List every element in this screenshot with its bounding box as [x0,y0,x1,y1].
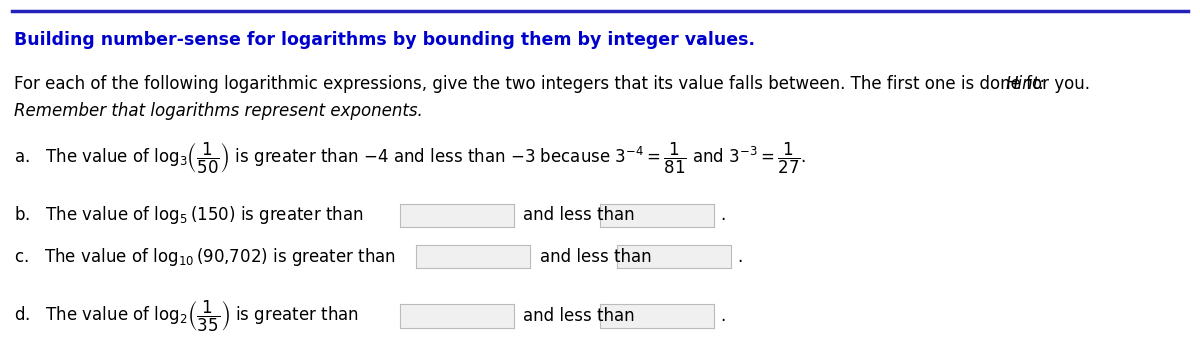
Text: c.   The value of $\log_{10}(90{,}702)$ is greater than: c. The value of $\log_{10}(90{,}702)$ is… [14,246,396,268]
Text: and less than: and less than [523,307,635,325]
Text: Hint:: Hint: [1006,75,1045,93]
Text: and less than: and less than [523,206,635,224]
Text: and less than: and less than [540,248,652,266]
Text: b.   The value of $\log_5(150)$ is greater than: b. The value of $\log_5(150)$ is greater… [14,204,364,227]
Text: a.   The value of $\log_3\!\left(\dfrac{1}{50}\right)$ is greater than $-4$ and : a. The value of $\log_3\!\left(\dfrac{1}… [14,140,806,176]
Text: For each of the following logarithmic expressions, give the two integers that it: For each of the following logarithmic ex… [14,75,1096,93]
Text: .: . [720,206,725,224]
Text: .: . [737,248,742,266]
Text: .: . [720,307,725,325]
Text: Remember that logarithms represent exponents.: Remember that logarithms represent expon… [14,102,424,120]
Text: Building number-sense for logarithms by bounding them by integer values.: Building number-sense for logarithms by … [14,31,756,48]
Text: d.   The value of $\log_2\!\left(\dfrac{1}{35}\right)$ is greater than: d. The value of $\log_2\!\left(\dfrac{1}… [14,298,359,334]
